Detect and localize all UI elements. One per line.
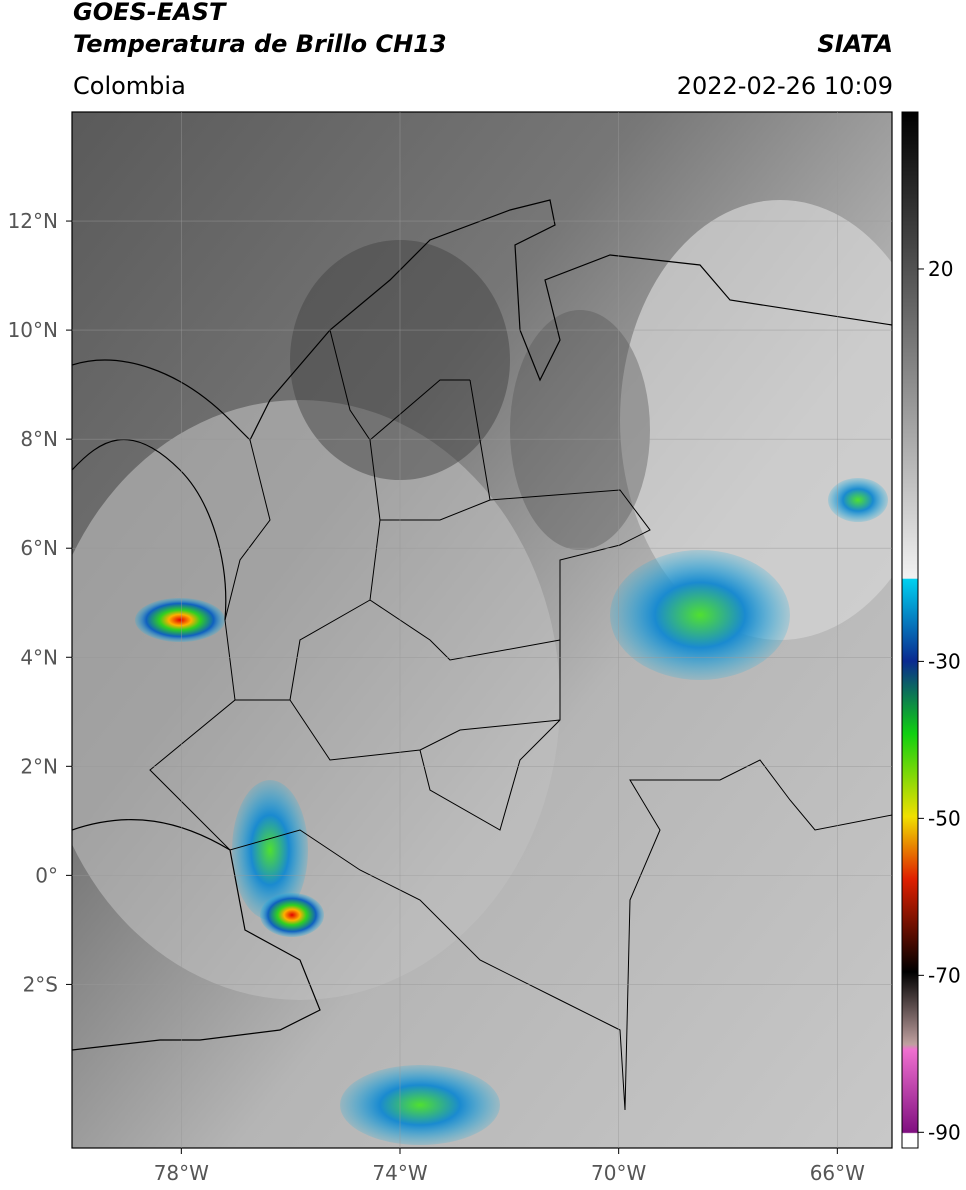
map-frame xyxy=(71,111,893,1149)
colorbar-tick-label: -50 xyxy=(928,806,961,830)
satellite-title: GOES-EAST xyxy=(73,0,226,26)
x-tick-label: 66°W xyxy=(810,1161,865,1185)
y-tick-label: 12°N xyxy=(8,209,58,233)
y-tick-label: 2°N xyxy=(20,754,58,778)
x-tick-label: 74°W xyxy=(372,1161,427,1185)
colorbar xyxy=(901,111,919,1149)
colorbar-tick-label: -70 xyxy=(928,963,961,987)
satellite-image xyxy=(72,112,892,1148)
region: Colombia xyxy=(73,72,186,100)
x-tick-label: 78°W xyxy=(154,1161,209,1185)
y-tick-label: 4°N xyxy=(20,645,58,669)
colorbar-tick-label: 20 xyxy=(928,257,953,281)
y-tick-label: 2°S xyxy=(23,972,58,996)
agency: SIATA xyxy=(817,30,893,58)
y-tick-label: 10°N xyxy=(8,318,58,342)
colorbar-tick-label: -90 xyxy=(928,1120,961,1144)
product-title: Temperatura de Brillo CH13 xyxy=(73,30,447,58)
y-tick-label: 6°N xyxy=(20,536,58,560)
colorbar-tick-label: -30 xyxy=(928,649,961,673)
datetime: 2022-02-26 10:09 xyxy=(676,72,893,100)
y-tick-label: 0° xyxy=(35,863,58,887)
y-tick-label: 8°N xyxy=(20,427,58,451)
x-tick-label: 70°W xyxy=(591,1161,646,1185)
